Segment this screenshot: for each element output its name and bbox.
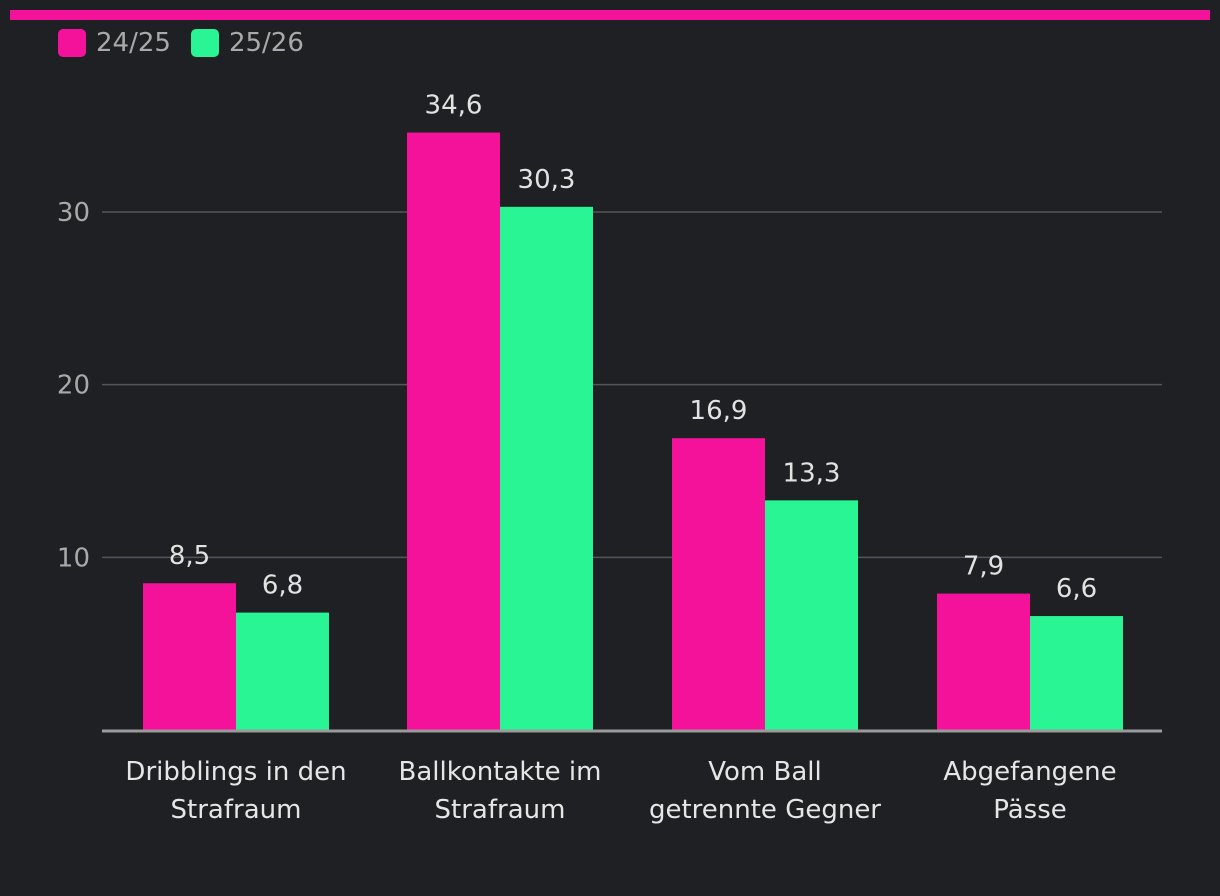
category-label-2-line-1: Ballkontakte im xyxy=(399,757,602,787)
data-label-1-1: 8,5 xyxy=(169,541,210,571)
bar-1-4[interactable] xyxy=(937,593,1030,730)
bar-1-1[interactable] xyxy=(143,583,236,730)
bar-1-2[interactable] xyxy=(407,132,500,730)
category-label-4-line-2: Pässe xyxy=(993,795,1067,825)
category-label-3-line-2: getrennte Gegner xyxy=(649,795,881,825)
y-tick-label-10: 10 xyxy=(57,543,90,573)
legend-swatch-series-2 xyxy=(190,29,219,57)
category-label-4-line-1: Abgefangene xyxy=(943,757,1116,787)
category-label-2-line-2: Strafraum xyxy=(435,795,566,825)
bar-1-3[interactable] xyxy=(672,438,765,730)
category-label-1-line-1: Dribblings in den xyxy=(125,757,346,787)
category-label-1-line-2: Strafraum xyxy=(171,795,302,825)
y-tick-label-20: 20 xyxy=(57,371,90,401)
data-label-1-4: 7,9 xyxy=(963,552,1004,582)
top-accent-bar xyxy=(10,10,1210,20)
data-label-2-2: 30,3 xyxy=(518,165,576,195)
bar-2-1[interactable] xyxy=(236,612,329,730)
legend-item-series-2[interactable]: 25/26 xyxy=(190,28,304,58)
legend-item-series-1[interactable]: 24/25 xyxy=(58,28,171,58)
bar-2-3[interactable] xyxy=(765,500,858,730)
axes: 10 20 30 Dribblings in den Strafraum Ballkont… xyxy=(57,198,1162,825)
category-label-3-line-1: Vom Ball xyxy=(708,757,821,787)
bar-2-4[interactable] xyxy=(1030,616,1123,730)
bar-2-2[interactable] xyxy=(500,206,593,730)
data-labels: 8,5 6,8 34,6 30,3 16,9 13,3 7,9 6,6 xyxy=(169,91,1097,604)
data-label-2-1: 6,8 xyxy=(262,571,303,601)
data-label-1-3: 16,9 xyxy=(690,396,748,426)
bars xyxy=(143,132,1123,730)
data-label-2-3: 13,3 xyxy=(783,458,841,488)
grid-lines xyxy=(102,211,1162,559)
y-tick-label-30: 30 xyxy=(57,198,90,228)
legend: 24/25 25/26 xyxy=(58,28,304,58)
legend-label-series-1: 24/25 xyxy=(96,28,171,58)
data-label-2-4: 6,6 xyxy=(1056,574,1097,604)
legend-swatch-series-1 xyxy=(58,29,86,57)
legend-label-series-2: 25/26 xyxy=(228,28,304,58)
data-label-1-2: 34,6 xyxy=(425,91,483,121)
